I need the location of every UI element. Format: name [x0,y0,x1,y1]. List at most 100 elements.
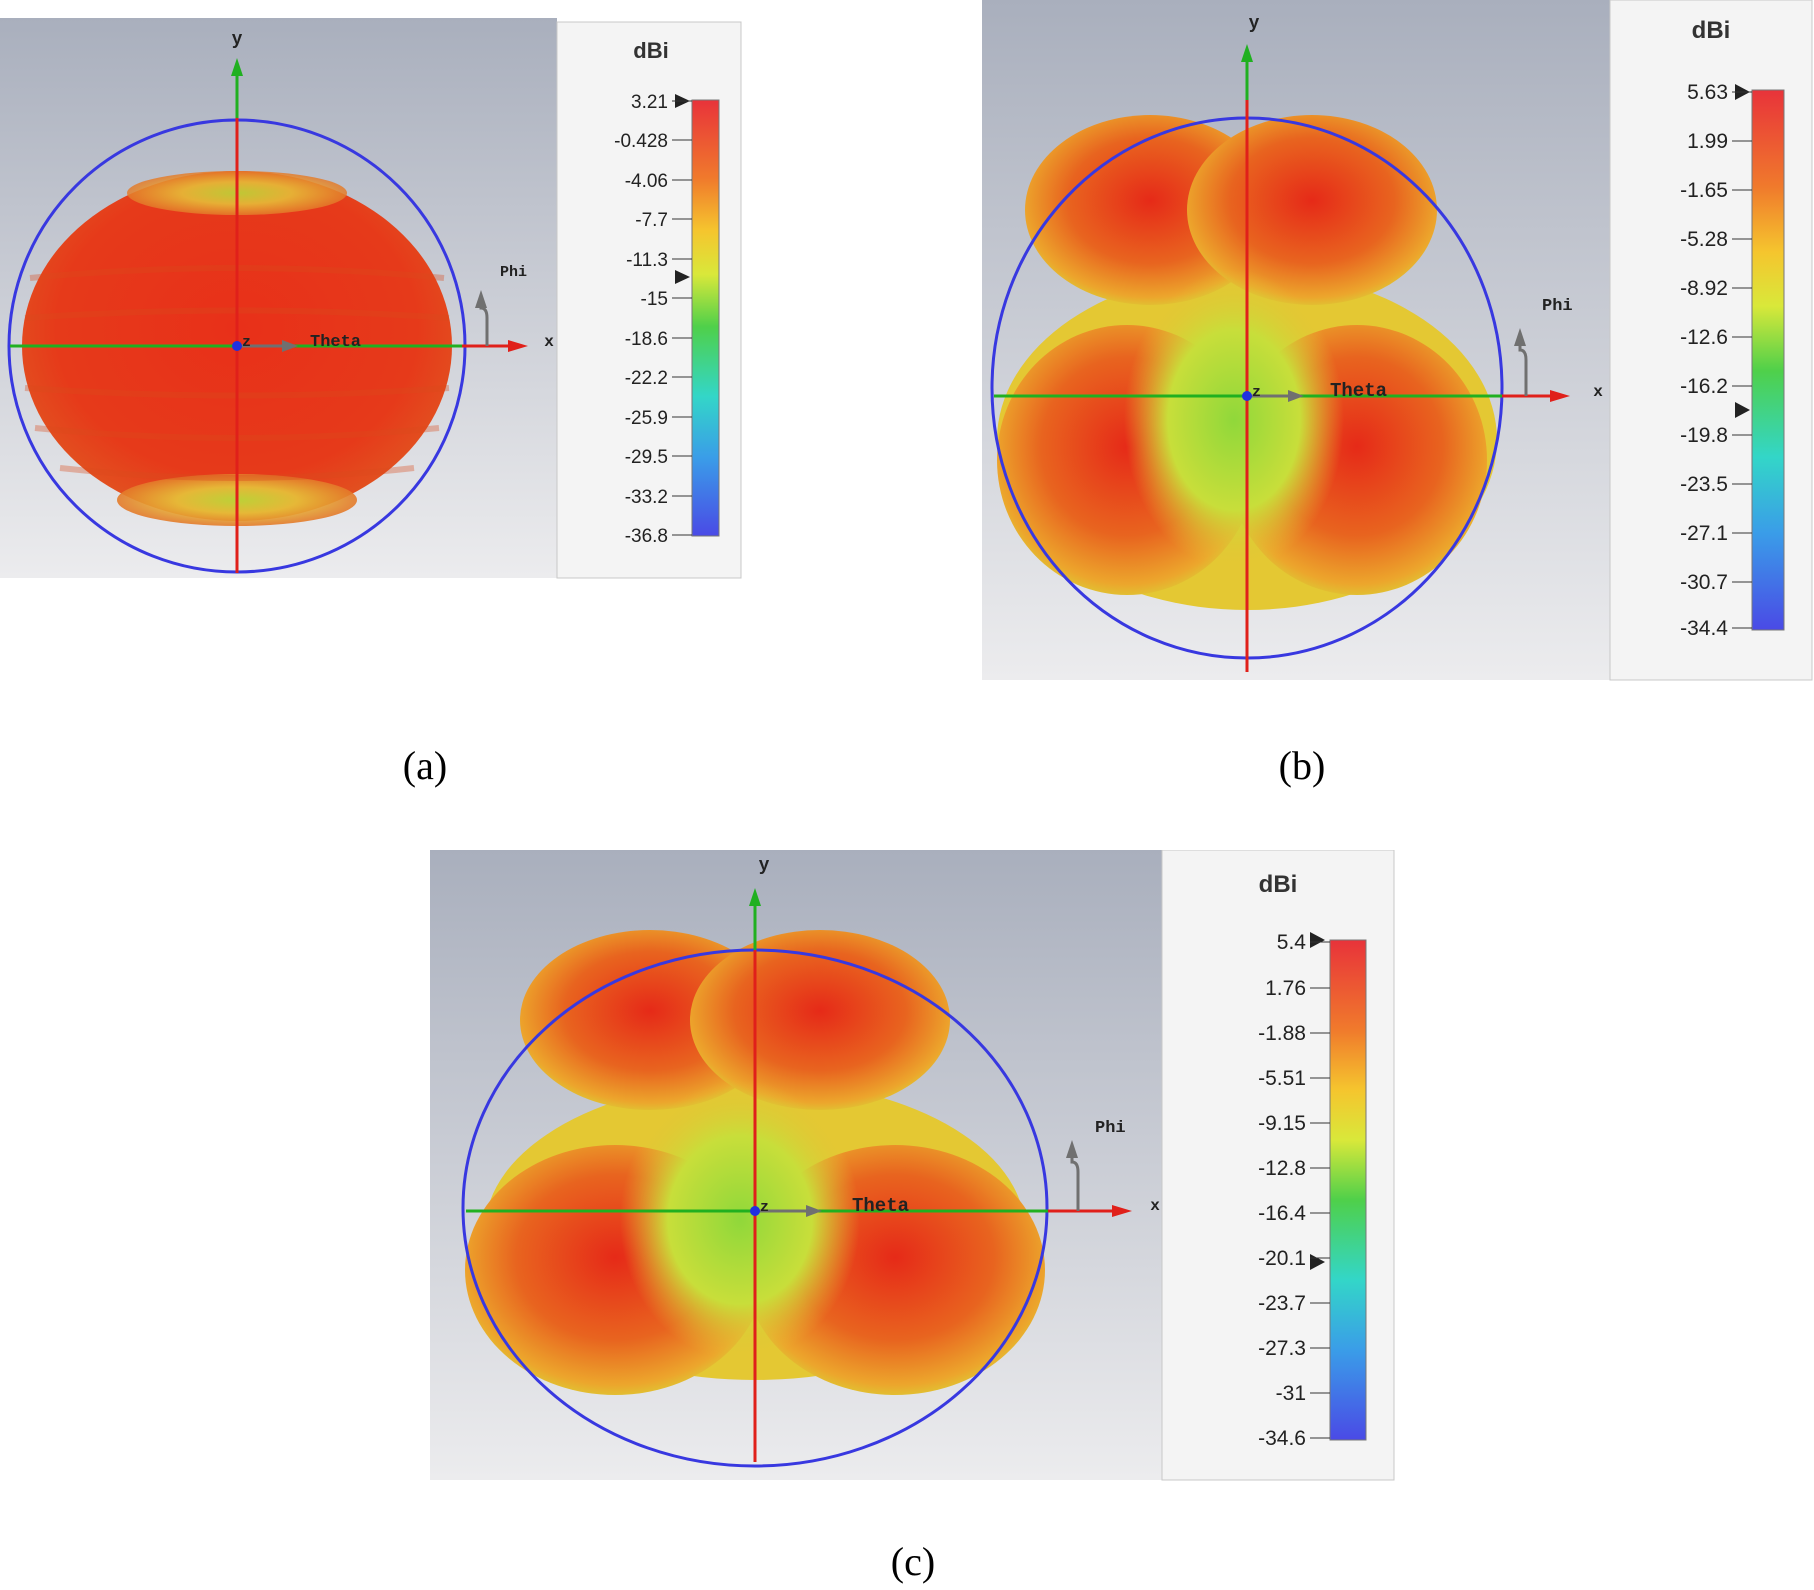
tick-4: -9.15 [1258,1112,1330,1135]
panel-b: y x z Theta Phi dBi 5.63 1.99 -1.65 -5.2… [982,0,1814,682]
tick-5: -12.6 [1680,326,1752,349]
legend-unit-label: dBi [1259,871,1298,898]
z-axis-label: z [242,334,251,351]
panel-c-svg: y x z Theta Phi dBi 5.4 1.76 -1.88 -5.51… [430,850,1395,1481]
tick-7: -20.1 [1258,1247,1330,1270]
tick-11: -36.8 [625,526,692,547]
tick-label: 5.4 [1277,931,1307,954]
phi-label: Phi [500,264,527,281]
theta-label: Theta [310,333,361,352]
tick-label: -11.3 [626,250,668,271]
tick-3: -7.7 [635,210,692,231]
max-marker-icon [1310,932,1325,948]
tick-5: -15 [641,289,692,310]
tick-11: -34.6 [1258,1427,1330,1450]
tick-0: 5.63 [1687,81,1752,104]
tick-label: -29.5 [625,447,668,468]
tick-10: -33.2 [625,487,692,508]
tick-label: -19.8 [1680,424,1728,447]
tick-label: -16.4 [1258,1202,1306,1225]
tick-9: -27.1 [1680,522,1752,545]
tick-8: -25.9 [625,408,692,429]
tick-label: -5.51 [1258,1067,1306,1090]
phi-arrow-icon [1514,328,1526,346]
min-marker-icon [675,270,690,284]
z-axis-label: z [760,1199,769,1216]
origin-dot [232,341,242,351]
x-axis-label: x [1150,1197,1160,1215]
panel-c: y x z Theta Phi dBi 5.4 1.76 -1.88 -5.51… [430,850,1396,1482]
tick-label: -30.7 [1680,571,1728,594]
tick-10: -30.7 [1680,571,1752,594]
tick-label: -12.6 [1680,326,1728,349]
origin-dot [1242,391,1252,401]
panel-a-svg: y x z Theta Phi dBi 3.21 -0.428 -4.06 -7… [0,18,742,579]
tick-0: 3.21 [631,92,692,113]
colorbar-ticks: 3.21 -0.428 -4.06 -7.7 -11.3 -15 -18.6 -… [614,92,692,547]
phi-curve-icon [1518,340,1528,396]
y-axis-label: y [759,856,770,876]
tick-label: -23.7 [1258,1292,1306,1315]
tick-label: -12.8 [1258,1157,1306,1180]
tick-6: -16.2 [1680,375,1752,398]
theta-label: Theta [1330,380,1387,402]
caption-b: (b) [1278,743,1326,788]
colorbar-ticks: 5.4 1.76 -1.88 -5.51 -9.15 -12.8 -16.4 -… [1258,931,1330,1450]
y-axis-label: y [1249,14,1260,34]
x-axis-arrow-icon [508,340,528,352]
y-axis-arrow-icon [749,888,761,906]
colorbar-ticks: 5.63 1.99 -1.65 -5.28 -8.92 -12.6 -16.2 … [1680,81,1752,640]
tick-label: -33.2 [625,487,668,508]
phi-arrow-icon [1066,1140,1078,1158]
tick-label: -22.2 [625,368,668,389]
x-axis-label: x [1593,383,1603,401]
tick-1: 1.99 [1687,130,1752,153]
colorbar [691,99,720,537]
tick-label: -25.9 [625,408,668,429]
tick-label: -4.06 [625,171,668,192]
phi-curve-icon [1070,1152,1080,1211]
z-axis-label: z [1252,384,1261,401]
tick-label: -34.4 [1680,617,1728,640]
theta-label: Theta [852,1195,909,1217]
y-axis-label: y [232,30,243,50]
theta-arrow-icon [806,1205,822,1217]
x-axis-label: x [544,333,554,351]
tick-label: -0.428 [614,131,668,152]
tick-6: -16.4 [1258,1202,1330,1225]
tick-label: 3.21 [631,92,668,113]
y-axis-arrow-icon [1241,44,1253,62]
caption-a: (a) [402,743,448,788]
tick-label: -1.88 [1258,1022,1306,1045]
tick-6: -18.6 [625,329,692,350]
x-axis-arrow-icon [1550,390,1570,402]
tick-2: -1.65 [1680,179,1752,202]
panel-a: y x z Theta Phi dBi 3.21 -0.428 -4.06 -7… [0,18,745,580]
tick-7: -19.8 [1680,424,1752,447]
tick-1: 1.76 [1265,977,1330,1000]
tick-10: -31 [1276,1382,1330,1405]
tick-label: -27.3 [1258,1337,1306,1360]
tick-4: -8.92 [1680,277,1752,300]
tick-9: -29.5 [625,447,692,468]
tick-label: 5.63 [1687,81,1728,104]
theta-arrow-icon [282,340,298,352]
tick-label: 1.76 [1265,977,1306,1000]
caption-c: (c) [890,1539,936,1584]
tick-label: -8.92 [1680,277,1728,300]
tick-label: -23.5 [1680,473,1728,496]
tick-8: -23.5 [1680,473,1752,496]
tick-label: -34.6 [1258,1427,1306,1450]
legend-unit-label: dBi [633,38,668,63]
tick-0: 5.4 [1277,931,1330,954]
tick-label: -1.65 [1680,179,1728,202]
tick-label: -20.1 [1258,1247,1306,1270]
phi-label: Phi [1095,1119,1126,1138]
tick-label: 1.99 [1687,130,1728,153]
panel-b-svg: y x z Theta Phi dBi 5.63 1.99 -1.65 -5.2… [982,0,1813,681]
tick-1: -0.428 [614,131,692,152]
tick-8: -23.7 [1258,1292,1330,1315]
x-axis-arrow-icon [1112,1205,1132,1217]
tick-2: -4.06 [625,171,692,192]
min-marker-icon [1735,402,1750,418]
